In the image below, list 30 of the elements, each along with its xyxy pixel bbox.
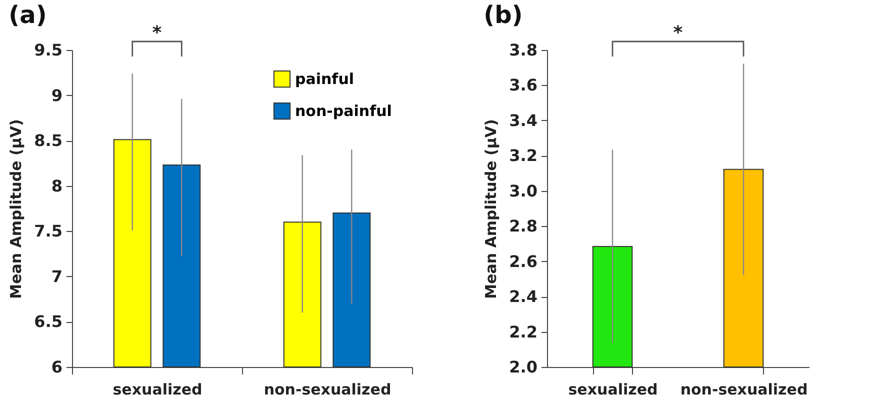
y-tick-label: 3.6 <box>509 76 538 95</box>
y-tick-label: 6.5 <box>34 312 62 332</box>
legend-label: non-painful <box>295 102 392 120</box>
x-tick-label: sexualized <box>112 380 202 398</box>
y-tick-label: 2.2 <box>509 322 538 342</box>
y-tick-label: 7.5 <box>34 222 62 241</box>
y-tick-label: 3.2 <box>509 146 538 166</box>
legend-label: painful <box>295 70 354 88</box>
chart-title: (a) <box>8 1 47 29</box>
chart-title: (b) <box>484 1 523 29</box>
x-tick-label: sexualized <box>568 380 658 398</box>
y-tick-label: 2.4 <box>509 287 538 306</box>
y-tick-label: 8.5 <box>34 131 62 150</box>
y-tick-label: 3.8 <box>509 40 538 60</box>
y-tick-label: 9 <box>51 86 62 105</box>
y-tick-label: 9.5 <box>34 40 62 60</box>
y-tick-label: 2.0 <box>509 358 538 376</box>
y-tick-label: 8 <box>51 176 62 196</box>
y-tick-label: 3.0 <box>509 181 538 200</box>
y-tick-label: 2.8 <box>509 216 538 236</box>
x-tick-label: non-sexualized <box>264 380 392 398</box>
text: * <box>152 22 162 44</box>
y-tick-label: 6 <box>51 358 62 376</box>
x-tick-label: non-sexualized <box>680 380 808 398</box>
y-axis-title: Mean Amplitude (μV) <box>7 119 26 299</box>
y-tick-label: 3.4 <box>509 110 538 130</box>
y-tick-label: 2.6 <box>509 252 538 271</box>
y-tick-label: 7 <box>51 266 62 286</box>
y-axis-title: Mean Amplitude (μV) <box>482 119 500 299</box>
text: * <box>673 22 684 44</box>
